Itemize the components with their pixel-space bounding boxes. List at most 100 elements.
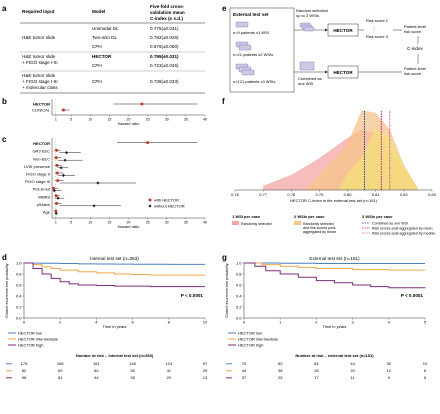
patient-level-label: Patient-level xyxy=(404,24,426,29)
y-tick-label: 0.6 xyxy=(16,282,22,287)
km-curve xyxy=(244,262,425,265)
legend-swatch xyxy=(232,221,239,225)
col-header-cindex-1: Five-fold cross- xyxy=(150,4,185,9)
legend-label: without HECTOR xyxy=(154,203,185,208)
patient-level-label: risk score xyxy=(404,71,422,76)
table-row-input: H&E tumor slide xyxy=(22,73,56,78)
risk-cell: 69 xyxy=(58,368,63,373)
hr-point xyxy=(52,189,56,193)
y-tick-label: 1.0 xyxy=(236,260,242,265)
patient-level-label: Patient-level xyxy=(404,66,426,71)
risk-cell: 10 xyxy=(423,361,428,366)
risk-cell: 44 xyxy=(350,361,355,366)
risk-cell: 96 xyxy=(22,375,27,380)
x-tick-label: 0 xyxy=(23,320,26,325)
x-tick-label: 5 xyxy=(70,221,72,225)
legend-label: and risk scores post- xyxy=(303,226,337,230)
x-axis-label: Time in years xyxy=(323,324,347,329)
risk-cell: 30 xyxy=(387,361,392,366)
risk-table-title: Number at risk – external test set (n=15… xyxy=(295,353,374,358)
risk-cell: 175 xyxy=(21,361,28,366)
panel-a: a Required input Model Five-fold cross- … xyxy=(2,4,205,94)
legend-label: HECTOR low xyxy=(18,330,42,335)
legend-label: Randomly selected xyxy=(241,222,272,226)
x-tick-label: 20 xyxy=(127,221,131,225)
km-curve xyxy=(24,262,205,288)
risk-cell: 25 xyxy=(278,375,283,380)
table-row-model: CPH xyxy=(92,79,102,84)
patient-level-label: risk score xyxy=(404,29,422,34)
table-row-value: 0.782(±0.026) xyxy=(150,35,179,40)
y-tick-label: 0.8 xyxy=(236,271,242,276)
x-tick-label: 0.80 xyxy=(344,192,353,197)
hr-point xyxy=(146,141,150,145)
risk-cell: 140 xyxy=(129,361,136,366)
risk-cell: 37 xyxy=(242,375,247,380)
hr-point xyxy=(96,181,100,185)
combined-slide-icon xyxy=(299,61,315,71)
legend-label: Randomly selected xyxy=(303,222,334,226)
legend-label: Risk scores post-aggregated by median xyxy=(372,232,435,236)
x-tick-label: 6 xyxy=(131,320,134,325)
category-label: GR3 EEC xyxy=(32,149,50,154)
hr-point xyxy=(56,196,60,200)
panel-label-g: g xyxy=(222,253,227,262)
random-selection-label: Random selection xyxy=(296,8,328,13)
slide-icon xyxy=(235,41,252,51)
legend-f: 1 WSI per case Randomly selected 2 WSIs … xyxy=(232,214,435,236)
col-header-model: Model xyxy=(92,9,105,14)
x-axis-label: Hazard ratio xyxy=(118,224,141,229)
table-row-value: 0.736(±0.033) xyxy=(150,79,179,84)
x-tick-label: 0.82 xyxy=(400,192,409,197)
slide-icon xyxy=(235,21,249,28)
legend-label: HECTOR high xyxy=(18,342,44,347)
legend-swatch xyxy=(294,221,301,225)
panel-label-d: d xyxy=(2,253,7,262)
hr-point xyxy=(55,148,59,152)
y-tick-label: 0.2 xyxy=(236,304,242,309)
x-tick-label: 2 xyxy=(59,320,62,325)
risk-cell: 44 xyxy=(94,375,99,380)
risk-cell: 169 xyxy=(57,361,64,366)
category-label: Age xyxy=(43,210,51,215)
panel-label-c: c xyxy=(2,135,7,144)
density-plot-f: 0.76 0.77 0.78 0.79 0.80 0.81 0.82 0.83 HECTOR C… xyxy=(231,110,437,203)
category-label: Non-EEC xyxy=(33,156,50,161)
p-value: P < 0.0001 xyxy=(181,293,204,298)
risk-cell: 55 xyxy=(130,368,135,373)
legend-heading: 3 WSIs per case xyxy=(362,214,393,219)
risk-cell: 70 xyxy=(242,361,247,366)
x-tick-label: 35 xyxy=(184,221,188,225)
x-tick-label: 30 xyxy=(165,221,169,225)
chart-title: Internal test set (n=353) xyxy=(90,256,139,261)
hector-label: HECTOR xyxy=(333,70,353,75)
legend-label: HECTOR high xyxy=(238,342,264,347)
risk-cell: 11 xyxy=(351,375,356,380)
risk-cell: 20 xyxy=(350,368,355,373)
category-label: MMRd xyxy=(38,194,50,199)
category-label: HECTOR xyxy=(33,101,50,106)
y-tick-label: 1.0 xyxy=(16,260,22,265)
km-plot-d: Internal test set (n=353) 0 2 4 6 8 10 0.0 0.2 0.… xyxy=(5,256,208,380)
density-area xyxy=(339,129,418,190)
x-tick-label: 10 xyxy=(88,118,92,122)
risk-cell: 60 xyxy=(94,368,99,373)
legend-label: aggregated by mean xyxy=(303,230,336,234)
table-row-input: + FIGO stage I-III xyxy=(22,60,58,65)
risk-cell: 38 xyxy=(278,368,283,373)
chart-title: External test set (n=151) xyxy=(309,256,360,261)
y-tick-label: 0.4 xyxy=(16,293,22,298)
risk-cell: 124 xyxy=(165,361,172,366)
legend-heading: 1 WSI per case xyxy=(232,214,261,219)
table-row-model: Two-arm DL xyxy=(92,35,117,40)
combined-label: Combined as xyxy=(298,76,322,81)
y-tick-label: 0.4 xyxy=(236,293,242,298)
risk-cell: 9 xyxy=(388,375,391,380)
group-label: n=21 patients x2 WSIs xyxy=(233,52,273,57)
x-tick-label: 10 xyxy=(203,320,208,325)
x-axis-label: Hazard ratio xyxy=(118,121,141,126)
km-plot-g: External test set (n=151)0 1 2 3 4 50.00.20.4… xyxy=(225,256,428,380)
hr-point xyxy=(59,166,63,170)
x-tick-label: 0.78 xyxy=(287,192,296,197)
risk-cell: 60 xyxy=(278,361,283,366)
